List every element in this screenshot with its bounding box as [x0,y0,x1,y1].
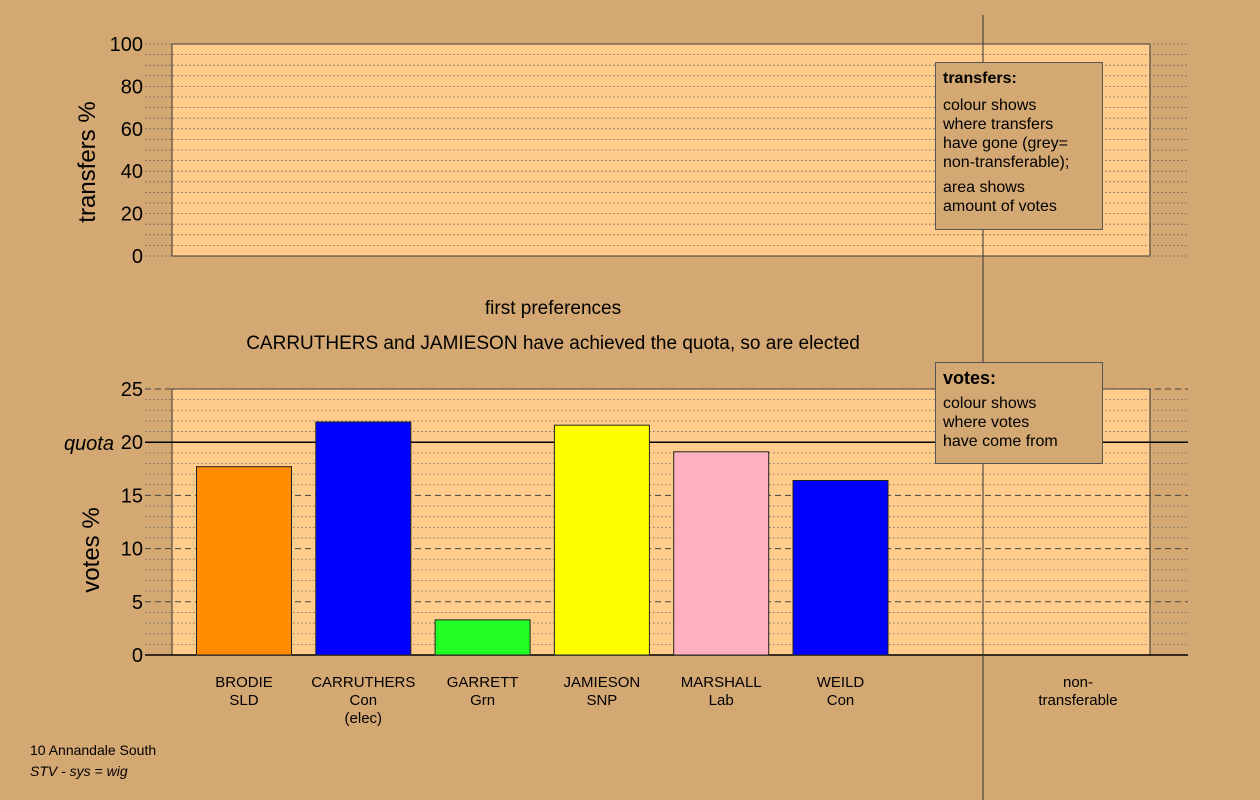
bar-brodie [196,466,292,656]
system-label: STV - sys = wig [30,763,128,779]
votes-y-tick-label: 0 [132,645,143,667]
bar-jamieson [553,424,650,656]
transfers-y-tick-label: 100 [110,34,143,56]
candidate-name-label: GARRETT [447,674,519,691]
candidate-name-label: JAMIESON [564,674,641,691]
votes-y-tick-label: 25 [121,379,143,401]
candidate-party-label: Lab [709,692,734,709]
transfers-legend-text: colour shows where transfers have gone (… [943,97,1070,171]
transfers-y-tick-label: 20 [121,204,143,226]
quota-label: quota [64,433,114,455]
transfers-y-tick-label: 60 [121,119,143,141]
constituency-label: 10 Annandale South [30,742,157,758]
bar-marshall [673,451,770,656]
nontransferable-label: transferable [1038,692,1117,709]
transfers-y-tick-label: 80 [121,76,143,98]
transfers-y-tick-label: 0 [132,246,143,268]
bar-carruthers [315,421,412,656]
transfers-axis-title: transfers % [74,101,101,222]
votes-y-tick-label: 10 [121,539,143,561]
bar-garrett [434,619,531,656]
votes-legend-title: votes: [943,368,997,388]
candidate-note-label: (elec) [345,710,383,727]
votes-y-tick-label: 20 [121,432,143,454]
chart-subtitle: CARRUTHERS and JAMIESON have achieved th… [246,333,860,354]
votes-legend-text: colour shows where votes have come from [943,395,1058,450]
transfers-legend-area-text: area shows amount of votes [943,179,1057,215]
candidate-party-label: Grn [470,692,495,709]
candidate-party-label: SNP [586,692,617,709]
votes-y-tick-label: 15 [121,485,143,507]
transfers-legend-title: transfers: [943,70,1017,87]
votes-legend: votes: colour shows where votes have com… [935,362,1103,464]
candidate-party-label: Con [350,692,378,709]
chart-title: first preferences [485,298,621,319]
candidate-name-label: MARSHALL [681,674,762,691]
votes-axis-title: votes % [78,507,105,592]
transfers-legend: transfers: colour shows where transfers … [935,62,1103,230]
candidate-name-label: WEILD [817,674,865,691]
candidate-party-label: SLD [229,692,258,709]
votes-y-tick-label: 5 [132,592,143,614]
transfers-y-tick-label: 40 [121,161,143,183]
nontransferable-label: non- [1063,674,1093,691]
candidate-name-label: BRODIE [215,674,273,691]
bar-weild [792,480,889,656]
candidate-name-label: CARRUTHERS [311,674,415,691]
candidate-party-label: Con [827,692,855,709]
